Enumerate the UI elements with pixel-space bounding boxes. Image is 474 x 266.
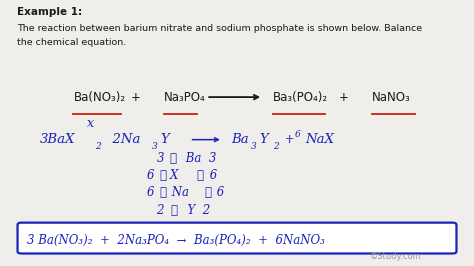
Text: 6: 6 (147, 169, 158, 182)
Text: ✗: ✗ (205, 186, 212, 199)
Text: Ba(NO₃)₂: Ba(NO₃)₂ (73, 91, 126, 103)
Text: 3 Ba(NO₃)₂  +  2Na₃PO₄  →  Ba₃(PO₄)₂  +  6NaNO₃: 3 Ba(NO₃)₂ + 2Na₃PO₄ → Ba₃(PO₄)₂ + 6NaNO… (27, 234, 325, 247)
Text: 2Na: 2Na (104, 133, 141, 146)
Text: 3BaX: 3BaX (40, 133, 76, 146)
Text: ©Study.com: ©Study.com (370, 252, 421, 261)
Text: NaX: NaX (305, 133, 334, 146)
Text: +: + (281, 133, 294, 146)
Text: The reaction between barium nitrate and sodium phosphate is shown below. Balance: The reaction between barium nitrate and … (17, 24, 422, 33)
Text: x: x (87, 117, 93, 130)
Text: 2: 2 (95, 142, 100, 151)
Text: 3: 3 (251, 142, 257, 151)
Text: 6: 6 (295, 130, 301, 139)
Text: ✗: ✗ (171, 204, 178, 217)
Text: Ba: Ba (231, 133, 249, 146)
Text: Ba₃(PO₄)₂: Ba₃(PO₄)₂ (273, 91, 328, 103)
Text: 6: 6 (213, 186, 225, 199)
Text: 2: 2 (273, 142, 278, 151)
Text: 6: 6 (206, 169, 218, 182)
Text: Na₃PO₄: Na₃PO₄ (164, 91, 205, 103)
Text: Y: Y (160, 133, 169, 146)
Text: ✗: ✗ (197, 169, 204, 182)
Text: 6: 6 (147, 186, 158, 199)
Text: the chemical equation.: the chemical equation. (17, 38, 126, 47)
Text: 3: 3 (152, 142, 157, 151)
Text: Y: Y (260, 133, 268, 146)
Text: Example 1:: Example 1: (17, 7, 82, 17)
Text: 3: 3 (156, 152, 164, 165)
Text: +: + (130, 91, 140, 103)
Text: ✗: ✗ (160, 186, 167, 199)
FancyBboxPatch shape (18, 223, 456, 253)
Text: Ba  3: Ba 3 (182, 152, 217, 165)
Text: Na: Na (168, 186, 197, 199)
Text: +: + (339, 91, 349, 103)
Text: X: X (170, 169, 185, 182)
Text: ✗: ✗ (170, 152, 177, 165)
Text: ✗: ✗ (160, 169, 167, 182)
Text: NaNO₃: NaNO₃ (372, 91, 411, 103)
Text: Y  2: Y 2 (180, 204, 210, 217)
Text: 2: 2 (156, 204, 168, 217)
